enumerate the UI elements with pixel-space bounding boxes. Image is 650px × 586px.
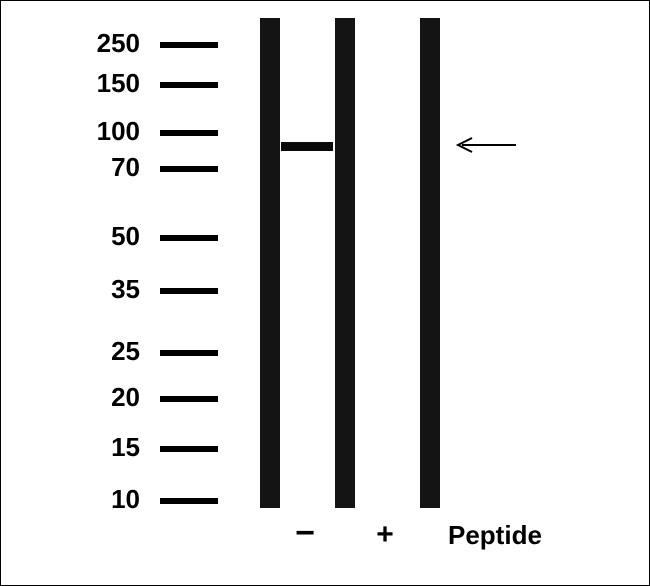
ladder-label-4: 50 xyxy=(60,221,140,252)
ladder-label-1: 150 xyxy=(60,68,140,99)
tick-5 xyxy=(160,288,218,294)
lane-bar-right xyxy=(420,18,440,508)
tick-4 xyxy=(160,235,218,241)
lane-bar-middle xyxy=(335,18,355,508)
blot-frame: 250 150 100 70 50 35 25 20 15 10 − + Pep… xyxy=(0,0,650,586)
lane-bar-left xyxy=(260,18,280,508)
lane-label-minus: − xyxy=(290,514,320,553)
protein-band xyxy=(281,142,333,151)
ladder-label-9: 10 xyxy=(60,484,140,515)
tick-0 xyxy=(160,42,218,48)
ladder-label-5: 35 xyxy=(60,274,140,305)
tick-2 xyxy=(160,130,218,136)
tick-3 xyxy=(160,166,218,172)
tick-1 xyxy=(160,82,218,88)
tick-6 xyxy=(160,350,218,356)
ladder-label-3: 70 xyxy=(60,152,140,183)
lane-label-plus: + xyxy=(370,518,400,552)
ladder-label-2: 100 xyxy=(60,116,140,147)
tick-9 xyxy=(160,498,218,504)
tick-8 xyxy=(160,446,218,452)
lane-label-peptide: Peptide xyxy=(448,520,568,551)
band-arrow xyxy=(454,135,519,160)
tick-7 xyxy=(160,396,218,402)
ladder-label-0: 250 xyxy=(60,28,140,59)
ladder-label-8: 15 xyxy=(60,432,140,463)
ladder-label-7: 20 xyxy=(60,382,140,413)
ladder-label-6: 25 xyxy=(60,336,140,367)
